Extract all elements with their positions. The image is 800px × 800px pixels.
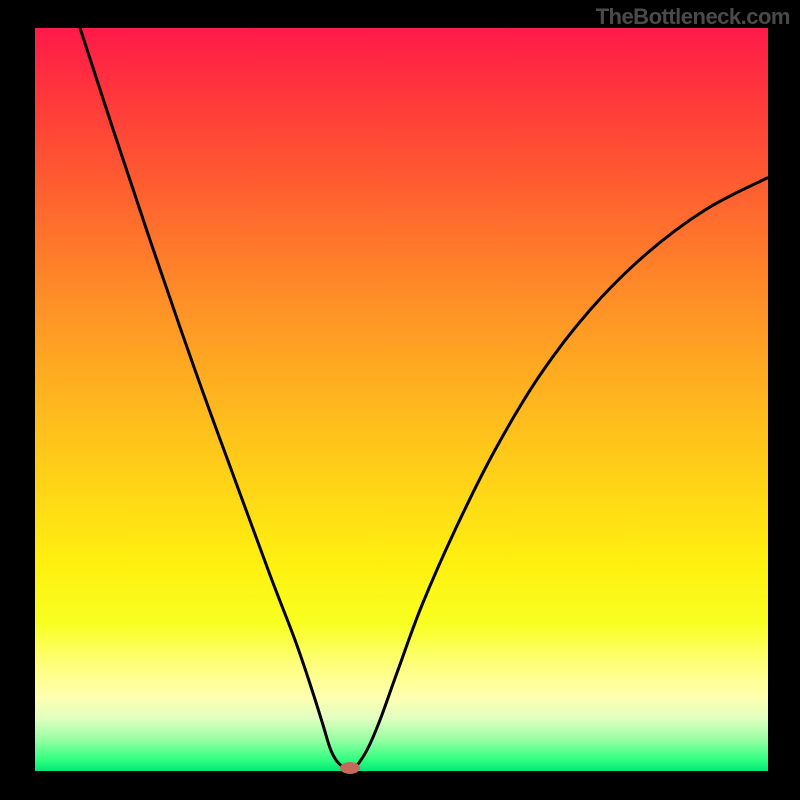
watermark-text: TheBottleneck.com — [596, 4, 790, 30]
plot-area — [35, 28, 768, 771]
chart-container: TheBottleneck.com — [0, 0, 800, 800]
